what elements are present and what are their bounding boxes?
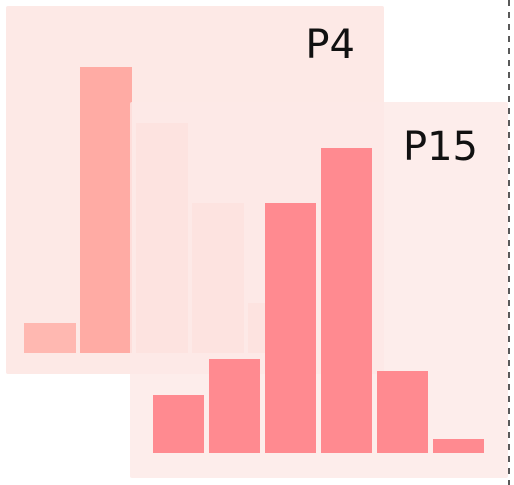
p15-bar-4 bbox=[321, 148, 372, 453]
panel-p15: P15 bbox=[130, 102, 508, 478]
panel-p4-label: P4 bbox=[305, 22, 355, 68]
p4-bar-1 bbox=[24, 323, 76, 353]
p15-bar-5 bbox=[377, 371, 428, 453]
p15-bar-1 bbox=[153, 395, 204, 453]
p4-bar-2 bbox=[80, 67, 132, 353]
panel-p15-label: P15 bbox=[403, 124, 478, 170]
panel-p15-bars bbox=[153, 148, 484, 453]
p15-bar-2 bbox=[209, 359, 260, 453]
p15-bar-6 bbox=[433, 439, 484, 453]
p15-bar-3 bbox=[265, 203, 316, 453]
